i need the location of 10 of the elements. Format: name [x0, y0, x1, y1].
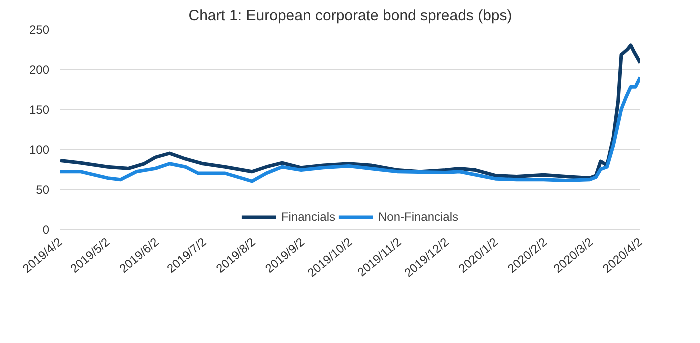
legend-label: Non-Financials [378, 210, 459, 224]
y-tick-label: 200 [29, 63, 50, 77]
chart-title: Chart 1: European corporate bond spreads (bps) [188, 8, 512, 24]
y-tick-label: 150 [29, 103, 50, 117]
y-tick-label: 250 [29, 23, 50, 37]
y-tick-label: 50 [36, 183, 50, 197]
line-series [60, 76, 640, 184]
y-tick-label: 100 [29, 143, 50, 157]
y-tick-label: 0 [42, 223, 50, 237]
legend-label: Financials [281, 210, 336, 224]
